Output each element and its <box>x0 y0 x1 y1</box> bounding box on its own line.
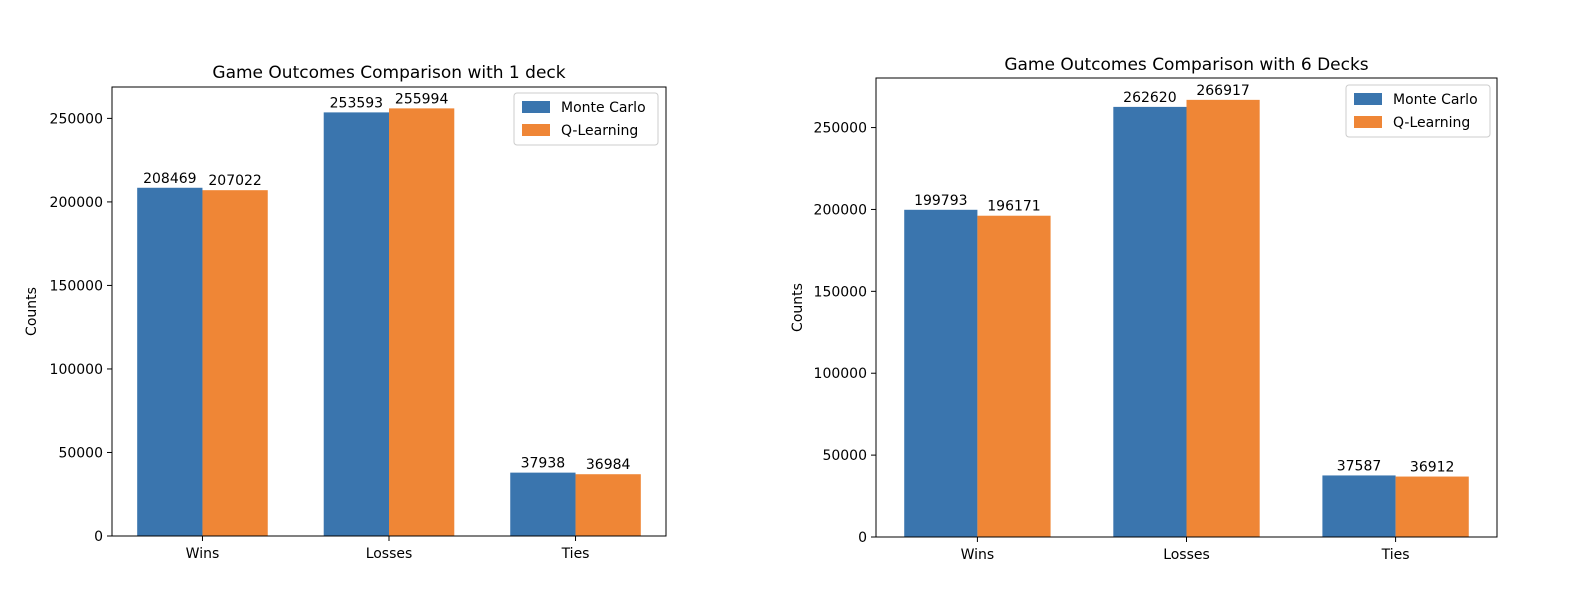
data-label: 36984 <box>586 457 631 473</box>
x-tick-label: Wins <box>961 547 995 563</box>
y-axis-label: Counts <box>790 283 806 332</box>
y-tick-label: 0 <box>858 530 867 546</box>
legend-label: Monte Carlo <box>1393 92 1478 108</box>
legend-label: Q-Learning <box>1393 115 1470 131</box>
x-tick-label: Ties <box>1381 547 1410 563</box>
x-tick-label: Losses <box>1163 547 1210 563</box>
x-tick-label: Ties <box>561 546 590 562</box>
bar-monte-carlo-ties <box>1322 475 1396 537</box>
data-label: 262620 <box>1123 90 1176 106</box>
bar-q-learning-losses <box>1186 99 1260 538</box>
legend: Monte Carlo Q-Learning <box>1345 84 1491 138</box>
legend-swatch <box>522 101 550 113</box>
data-label: 37938 <box>521 456 566 472</box>
data-label: 255994 <box>395 91 449 107</box>
bar-monte-carlo-ties <box>510 472 576 536</box>
data-label: 253593 <box>330 95 383 111</box>
data-label: 266917 <box>1196 83 1249 99</box>
legend-swatch <box>1354 116 1382 128</box>
legend-label: Q-Learning <box>561 123 638 139</box>
y-tick-label: 100000 <box>50 362 103 378</box>
legend-swatch <box>1354 93 1382 105</box>
y-tick-label: 150000 <box>814 284 867 300</box>
y-tick-label: 200000 <box>50 195 103 211</box>
y-tick-label: 200000 <box>814 202 867 218</box>
x-tick-label: Losses <box>366 546 413 562</box>
bar-monte-carlo-wins <box>137 187 203 537</box>
data-label: 207022 <box>208 173 261 189</box>
bar-monte-carlo-losses <box>323 112 389 537</box>
data-label: 196171 <box>987 199 1040 215</box>
legend-swatch <box>522 124 550 136</box>
bar-monte-carlo-wins <box>904 209 978 537</box>
bar-q-learning-wins <box>977 215 1051 538</box>
data-label: 199793 <box>914 193 967 209</box>
chart-2: Game Outcomes Comparison with 6 Decks Cou… <box>790 55 1498 563</box>
data-label: 37587 <box>1337 458 1382 474</box>
y-tick-label: 100000 <box>814 366 867 382</box>
data-label: 208469 <box>143 171 196 187</box>
bar-q-learning-ties <box>575 474 641 536</box>
bar-q-learning-losses <box>389 108 455 537</box>
y-tick-label: 250000 <box>814 121 867 137</box>
data-label: 36912 <box>1410 460 1455 476</box>
y-tick-label: 50000 <box>822 448 867 464</box>
chart-title: Game Outcomes Comparison with 1 deck <box>212 63 565 83</box>
y-tick-label: 250000 <box>50 111 103 127</box>
y-tick-label: 0 <box>94 529 103 545</box>
y-axis-label: Counts <box>24 287 40 336</box>
chart-title: Game Outcomes Comparison with 6 Decks <box>1004 55 1368 75</box>
legend: Monte Carlo Q-Learning <box>513 92 659 146</box>
bar-q-learning-ties <box>1395 476 1469 537</box>
bar-monte-carlo-losses <box>1113 106 1187 537</box>
legend-label: Monte Carlo <box>561 100 646 116</box>
x-tick-label: Wins <box>186 546 220 562</box>
y-tick-label: 150000 <box>50 278 103 294</box>
chart-1: Game Outcomes Comparison with 1 deck Coun… <box>24 63 667 562</box>
bar-q-learning-wins <box>202 190 268 537</box>
y-tick-label: 50000 <box>58 445 103 461</box>
